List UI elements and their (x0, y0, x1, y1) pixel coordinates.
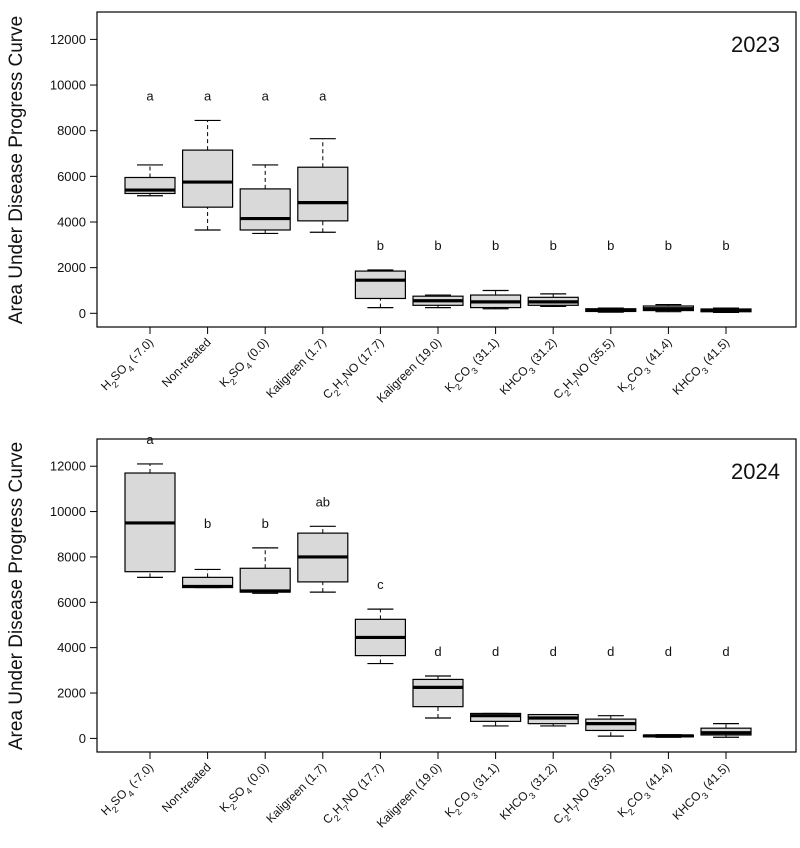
box-5 (354, 269, 406, 309)
y-tick-label: 8000 (57, 549, 86, 564)
significance-letter: b (722, 238, 729, 253)
y-tick-label: 2000 (57, 686, 86, 701)
box-1 (124, 463, 176, 578)
x-tick-label: KHCO3 (41.5) (670, 760, 735, 825)
y-tick-label: 10000 (50, 78, 86, 93)
plot-frame (96, 438, 797, 753)
box-6 (412, 675, 464, 719)
x-tick-label: KHCO3 (41.5) (670, 335, 735, 400)
box-11 (700, 723, 752, 738)
y-tick-label: 10000 (50, 504, 86, 519)
significance-letter: a (146, 88, 154, 103)
y-axis-label: Area Under Disease Progress Curve (6, 442, 27, 750)
significance-letter: b (607, 238, 614, 253)
x-tick-label: Non-treated (159, 335, 214, 390)
box-3 (239, 164, 291, 235)
significance-letter: b (204, 516, 211, 531)
box-9 (585, 307, 637, 313)
significance-letter: b (550, 238, 557, 253)
box-iqr (470, 712, 522, 722)
significance-letter: b (262, 516, 269, 531)
box-3 (239, 547, 291, 594)
box-iqr (239, 567, 291, 593)
x-tick-label: C2H7NO (35.5) (550, 760, 619, 829)
box-11 (700, 307, 752, 313)
significance-letter: c (377, 577, 384, 592)
panel-title: 2024 (731, 459, 780, 484)
x-tick-label: K2CO3 (41.4) (615, 760, 678, 823)
x-tick-label: K2CO3 (31.1) (442, 760, 505, 823)
box-iqr (354, 270, 406, 300)
x-tick-label: C2H7NO (35.5) (550, 335, 619, 404)
significance-letter: d (492, 644, 499, 659)
y-tick-label: 0 (79, 731, 86, 746)
significance-letter: a (204, 88, 212, 103)
x-tick-label: Kaligreen (1.7) (263, 760, 329, 826)
x-tick-label: Non-treated (159, 760, 214, 815)
x-tick-label: Kaligreen (1.7) (263, 335, 329, 401)
box-4 (297, 138, 349, 233)
box-iqr (412, 678, 464, 708)
box-1 (124, 164, 176, 197)
box-iqr (297, 166, 349, 222)
significance-letter: b (492, 238, 499, 253)
box-10 (642, 734, 695, 738)
box-6 (412, 294, 464, 309)
x-tick-label: K2CO3 (41.4) (615, 335, 678, 398)
y-axis-label: Area Under Disease Progress Curve (6, 16, 27, 324)
panel-title: 2023 (731, 32, 780, 57)
significance-letter: b (434, 238, 441, 253)
box-2 (182, 119, 234, 231)
box-8 (527, 713, 579, 727)
box-7 (470, 289, 522, 310)
y-tick-label: 12000 (50, 32, 86, 47)
chart-panel-2023: 0 2000 4000 6000 8000 10000 12000 Area Under Di… (6, 11, 797, 406)
significance-letter: b (377, 238, 384, 253)
box-10 (642, 304, 695, 313)
significance-letter: d (722, 644, 729, 659)
y-tick-label: 6000 (57, 595, 86, 610)
x-tick-label: K2SO4 (0.0) (217, 335, 275, 393)
significance-letter: d (607, 644, 614, 659)
x-tick-label: K2SO4 (0.0) (217, 760, 275, 818)
box-8 (527, 293, 579, 308)
x-tick-label: H2SO4 (-7.0) (98, 760, 159, 821)
box-9 (585, 715, 637, 737)
y-tick-label: 0 (79, 306, 86, 321)
box-iqr (182, 149, 234, 208)
box-iqr (239, 188, 291, 231)
y-tick-label: 4000 (57, 640, 86, 655)
significance-letter: d (550, 644, 557, 659)
significance-letter: ab (316, 494, 330, 509)
significance-letter: a (146, 432, 154, 447)
x-tick-label: H2SO4 (-7.0) (98, 335, 159, 396)
y-tick-label: 6000 (57, 169, 86, 184)
significance-letter: b (665, 238, 672, 253)
y-tick-label: 12000 (50, 459, 86, 474)
x-tick-label: K2CO3 (31.1) (442, 335, 505, 398)
box-2 (182, 568, 234, 589)
box-4 (297, 525, 349, 593)
significance-letter: d (665, 644, 672, 659)
y-tick-label: 8000 (57, 123, 86, 138)
plot-frame (96, 11, 797, 328)
chart-panel-2024: 0 2000 4000 6000 8000 10000 12000 Area Under Di… (6, 432, 797, 831)
significance-letter: d (434, 644, 441, 659)
significance-letter: a (262, 88, 270, 103)
significance-letter: a (319, 88, 327, 103)
y-tick-label: 2000 (57, 260, 86, 275)
box-5 (354, 608, 406, 665)
y-tick-label: 4000 (57, 215, 86, 230)
box-7 (470, 712, 522, 727)
